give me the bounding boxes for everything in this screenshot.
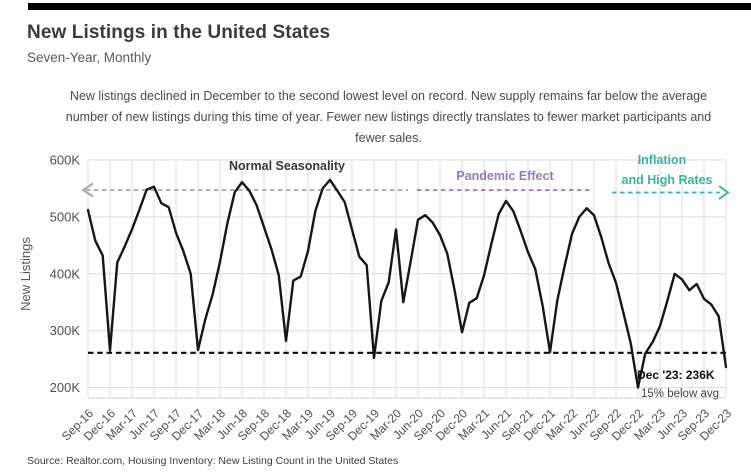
normal-seasonality-label: Normal Seasonality [229, 159, 345, 173]
series-layer [86, 178, 728, 389]
pandemic-effect-label: Pandemic Effect [456, 169, 554, 183]
new-listings-line [86, 178, 728, 389]
top-accent-bar [28, 3, 751, 10]
dec23-subtext: 15% below avg [641, 388, 719, 400]
y-tick-label: 500K [50, 209, 81, 224]
line-chart: 600K 500K 400K 300K 200K Sep-16Dec-16Mar-17J… [18, 153, 734, 444]
y-axis-ticks: 600K 500K 400K 300K 200K [50, 153, 81, 396]
y-axis-title: New Listings [18, 237, 33, 311]
page-title: New Listings in the United States [27, 22, 331, 43]
chart-description: New listings declined in December to the… [65, 89, 712, 145]
y-tick-label: 300K [50, 323, 81, 338]
dec23-value-label: Dec '23: 236K [637, 368, 715, 382]
source-note: Source: Realtor.com, Housing Inventory: … [27, 455, 399, 467]
normal-seasonality-arrow [81, 182, 408, 198]
page-subtitle: Seven-Year, Monthly [27, 50, 152, 65]
inflation-arrow [612, 185, 730, 200]
y-tick-label: 600K [50, 153, 81, 168]
y-tick-label: 200K [50, 380, 81, 395]
x-axis-ticks: Sep-16Dec-16Mar-17Jun-17Sep-17Dec-17Mar-… [59, 406, 734, 443]
y-tick-label: 400K [50, 266, 81, 281]
inflation-label-line1: Inflation [638, 153, 687, 167]
inflation-label-line2: and High Rates [622, 173, 713, 187]
